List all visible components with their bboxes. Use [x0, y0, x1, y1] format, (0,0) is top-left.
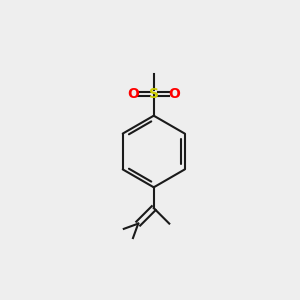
Text: O: O [127, 87, 139, 101]
Text: S: S [149, 87, 159, 101]
Text: O: O [169, 87, 181, 101]
